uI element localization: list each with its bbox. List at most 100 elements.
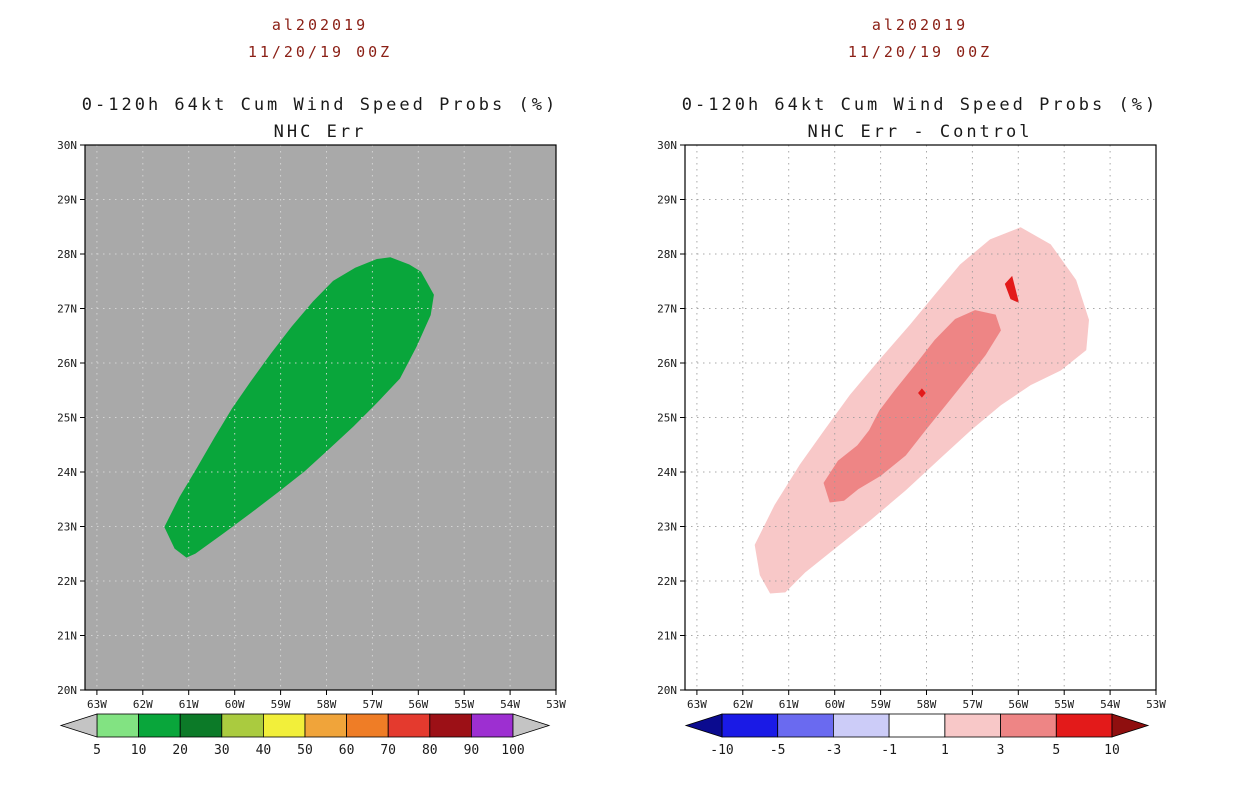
colorbar-segment (346, 713, 389, 738)
colorbar-segment (888, 713, 946, 738)
colorbar-segment (96, 713, 139, 738)
lat-label: 21N (657, 630, 677, 643)
lat-label: 24N (657, 466, 677, 479)
colorbar-label: 5 (93, 743, 101, 758)
lon-label: 59W (271, 698, 291, 711)
colorbar-segment (387, 713, 431, 738)
contour-3-5 (823, 310, 1001, 503)
colorbar-arrow-left (684, 713, 723, 738)
colorbar-label: -10 (710, 743, 733, 758)
lon-label: 61W (779, 698, 799, 711)
lon-label: 53W (1146, 698, 1166, 711)
lon-label: 58W (917, 698, 937, 711)
contour-5-10 (918, 388, 926, 398)
lat-label: 26N (57, 357, 77, 370)
colorbar-arrow-left (59, 713, 98, 738)
colorbar-segment (1055, 713, 1113, 738)
left-plot-subtitle: NHC Err (274, 122, 367, 142)
lat-label: 21N (57, 630, 77, 643)
colorbar-arrow-right (1111, 713, 1150, 738)
lon-label: 57W (362, 698, 382, 711)
colorbar-segment (777, 713, 834, 738)
colorbar-segment (721, 713, 779, 738)
left-plot-title: 0-120h 64kt Cum Wind Speed Probs (%) (82, 95, 558, 115)
colorbar-label: 50 (297, 743, 313, 758)
colorbar-segment (304, 713, 347, 738)
colorbar-label: 10 (131, 743, 147, 758)
colorbar-label: 1 (941, 743, 949, 758)
lon-label: 56W (1008, 698, 1028, 711)
colorbar-label: 40 (256, 743, 272, 758)
lon-label: 60W (225, 698, 245, 711)
lon-label: 54W (1100, 698, 1120, 711)
colorbar-label: 30 (214, 743, 230, 758)
right-plot-subtitle: NHC Err - Control (808, 122, 1033, 142)
lat-label: 26N (657, 357, 677, 370)
colorbar-segment (833, 713, 890, 738)
colorbar-segment (1000, 713, 1057, 738)
colorbar-segment (429, 713, 472, 738)
lat-label: 25N (57, 412, 77, 425)
colorbar-label: 90 (464, 743, 480, 758)
lon-label: 61W (179, 698, 199, 711)
lat-label: 23N (657, 521, 677, 534)
colorbar-segment (221, 713, 264, 738)
colorbar-segment (944, 713, 1002, 738)
lat-label: 22N (57, 575, 77, 588)
right-plot-title: 0-120h 64kt Cum Wind Speed Probs (%) (682, 95, 1158, 115)
right-panel: al202019 11/20/19 00Z 0-120h 64kt Cum Wi… (657, 16, 1166, 758)
colorbar-segment (138, 713, 181, 738)
lon-label: 55W (1054, 698, 1074, 711)
lat-label: 20N (657, 684, 677, 697)
lat-label: 29N (57, 194, 77, 207)
colorbar-arrow-right (512, 713, 551, 738)
lon-label: 55W (454, 698, 474, 711)
lon-label: 56W (408, 698, 428, 711)
colorbar-label: -3 (826, 743, 842, 758)
lon-label: 57W (962, 698, 982, 711)
left-storm-id: al202019 (272, 16, 368, 34)
colorbar-label: 80 (422, 743, 438, 758)
contour-5-10 (1004, 275, 1020, 303)
colorbar-label: -1 (881, 743, 897, 758)
left-run-datetime: 11/20/19 00Z (248, 43, 392, 61)
lon-label: 62W (733, 698, 753, 711)
lat-label: 28N (657, 248, 677, 261)
lat-label: 30N (657, 139, 677, 152)
colorbar-label: 70 (380, 743, 396, 758)
colorbar-label: 3 (997, 743, 1005, 758)
lat-label: 24N (57, 466, 77, 479)
lon-label: 60W (825, 698, 845, 711)
colorbar-segment (470, 713, 514, 738)
colorbar-label: 5 (1052, 743, 1060, 758)
lon-label: 63W (87, 698, 107, 711)
lat-label: 29N (657, 194, 677, 207)
right-storm-id: al202019 (872, 16, 968, 34)
colorbar-segment (179, 713, 223, 738)
colorbar-label: 60 (339, 743, 355, 758)
lat-label: 28N (57, 248, 77, 261)
lat-label: 22N (657, 575, 677, 588)
lon-label: 59W (871, 698, 891, 711)
right-map: 20N 21N 22N 23N 24N 25N 26N 27N 28N 29N 30N 63W 62W 6… (657, 139, 1166, 758)
colorbar-label: 100 (501, 743, 524, 758)
lon-label: 58W (317, 698, 337, 711)
contour-10-20 (164, 257, 434, 558)
right-run-datetime: 11/20/19 00Z (848, 43, 992, 61)
lat-label: 23N (57, 521, 77, 534)
colorbar-label: 10 (1104, 743, 1120, 758)
lon-label: 63W (687, 698, 707, 711)
colorbar-segment (262, 713, 306, 738)
lat-label: 27N (57, 303, 77, 316)
lat-label: 25N (657, 412, 677, 425)
lon-label: 62W (133, 698, 153, 711)
left-panel: al202019 11/20/19 00Z 0-120h 64kt Cum Wi… (57, 16, 566, 758)
lon-label: 53W (546, 698, 566, 711)
lat-label: 20N (57, 684, 77, 697)
colorbar-label: -5 (770, 743, 786, 758)
lat-label: 27N (657, 303, 677, 316)
colorbar-label: 20 (172, 743, 188, 758)
lat-label: 30N (57, 139, 77, 152)
left-map: 20N 21N 22N 23N 24N 25N 26N 27N 28N 29N 30N 63W 62W 6… (57, 139, 566, 758)
